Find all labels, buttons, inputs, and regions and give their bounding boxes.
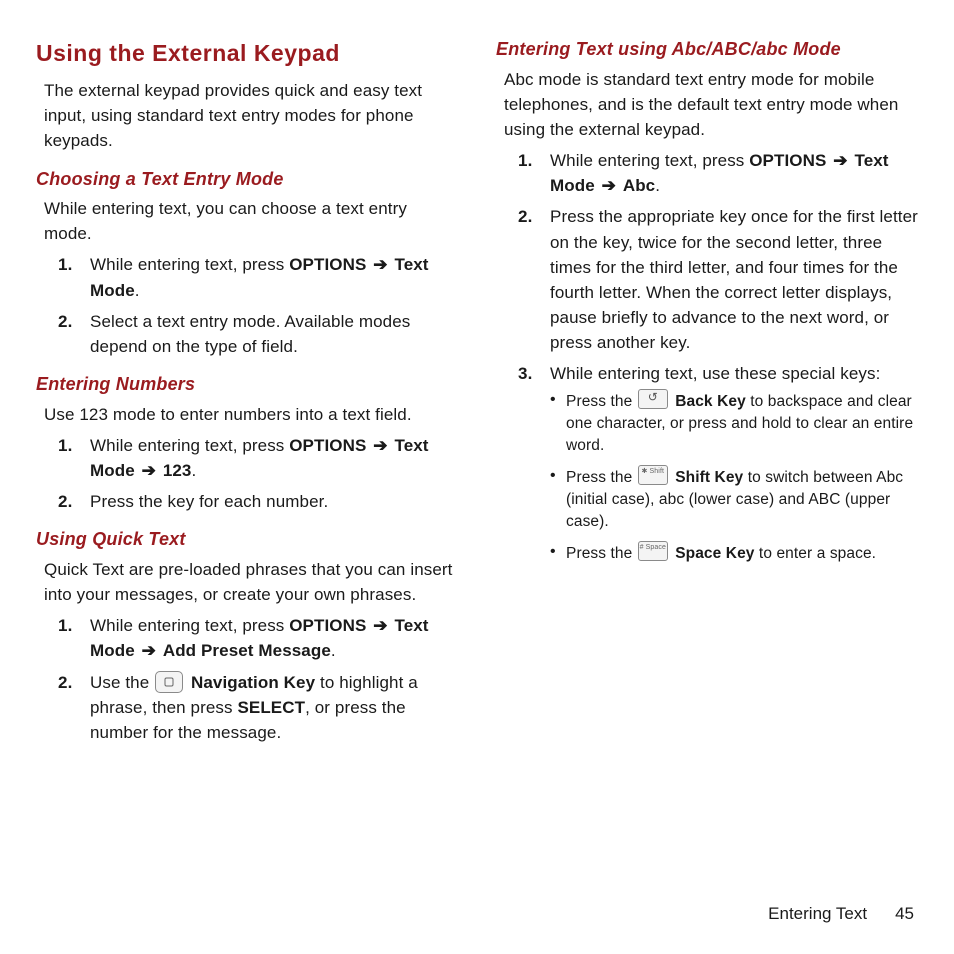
numbers-intro: Use 123 mode to enter numbers into a tex… — [44, 402, 458, 427]
page-footer: Entering Text 45 — [768, 904, 914, 924]
abc-intro: Abc mode is standard text entry mode for… — [504, 67, 918, 142]
subheading-numbers: Entering Numbers — [36, 371, 458, 398]
back-key-icon — [638, 389, 668, 409]
step-text: While entering text, press — [90, 616, 289, 635]
navigation-key-label: Navigation Key — [191, 673, 315, 692]
back-key-label: Back Key — [675, 393, 746, 410]
subheading-choosing: Choosing a Text Entry Mode — [36, 166, 458, 193]
arrow-icon: ➔ — [373, 616, 387, 635]
step-text: While entering text, press — [550, 151, 749, 170]
mode-123-label: 123 — [163, 461, 192, 480]
arrow-icon: ➔ — [142, 461, 156, 480]
footer-page-number: 45 — [895, 904, 914, 923]
arrow-icon: ➔ — [602, 176, 616, 195]
preset-label: Add Preset Message — [163, 641, 331, 660]
list-item: Press the Shift Key to switch between Ab… — [550, 465, 918, 533]
period: . — [331, 641, 336, 660]
list-item: Select a text entry mode. Available mode… — [36, 309, 458, 359]
choosing-intro: While entering text, you can choose a te… — [44, 196, 458, 246]
special-keys-list: Press the Back Key to backspace and clea… — [550, 389, 918, 565]
quicktext-steps: While entering text, press OPTIONS ➔ Tex… — [36, 613, 458, 745]
period: . — [655, 176, 660, 195]
step-text: While entering text, press — [90, 255, 289, 274]
options-label: OPTIONS — [749, 151, 826, 170]
numbers-steps: While entering text, press OPTIONS ➔ Tex… — [36, 433, 458, 514]
bullet-text: to enter a space. — [755, 545, 877, 562]
list-item: While entering text, use these special k… — [496, 361, 918, 564]
subheading-abc: Entering Text using Abc/ABC/abc Mode — [496, 36, 918, 63]
subheading-quicktext: Using Quick Text — [36, 526, 458, 553]
list-item: Press the Back Key to backspace and clea… — [550, 389, 918, 457]
arrow-icon: ➔ — [833, 151, 847, 170]
bullet-text: Press the — [566, 393, 637, 410]
abc-label: Abc — [623, 176, 655, 195]
space-key-icon — [638, 541, 668, 561]
period: . — [191, 461, 196, 480]
right-column: Entering Text using Abc/ABC/abc Mode Abc… — [496, 36, 918, 751]
shift-key-label: Shift Key — [675, 469, 743, 486]
navigation-key-icon — [155, 671, 183, 693]
section-heading: Using the External Keypad — [36, 36, 458, 70]
section-intro: The external keypad provides quick and e… — [44, 78, 458, 153]
list-item: Press the Space Key to enter a space. — [550, 541, 918, 565]
shift-key-icon — [638, 465, 668, 485]
options-label: OPTIONS — [289, 436, 366, 455]
list-item: Press the appropriate key once for the f… — [496, 204, 918, 355]
arrow-icon: ➔ — [373, 436, 387, 455]
quicktext-intro: Quick Text are pre-loaded phrases that y… — [44, 557, 458, 607]
footer-section: Entering Text — [768, 904, 867, 923]
step-text: While entering text, press — [90, 436, 289, 455]
columns: Using the External Keypad The external k… — [0, 0, 954, 751]
choosing-steps: While entering text, press OPTIONS ➔ Tex… — [36, 252, 458, 359]
period: . — [135, 281, 140, 300]
select-label: SELECT — [237, 698, 305, 717]
step-text: Use the — [90, 673, 154, 692]
list-item: While entering text, press OPTIONS ➔ Tex… — [36, 433, 458, 483]
list-item: While entering text, press OPTIONS ➔ Tex… — [496, 148, 918, 198]
abc-steps: While entering text, press OPTIONS ➔ Tex… — [496, 148, 918, 564]
options-label: OPTIONS — [289, 255, 366, 274]
step-text: While entering text, use these special k… — [550, 364, 880, 383]
bullet-text: Press the — [566, 545, 637, 562]
list-item: While entering text, press OPTIONS ➔ Tex… — [36, 252, 458, 302]
options-label: OPTIONS — [289, 616, 366, 635]
page: Using the External Keypad The external k… — [0, 0, 954, 954]
arrow-icon: ➔ — [142, 641, 156, 660]
space-key-label: Space Key — [675, 545, 754, 562]
list-item: Use the Navigation Key to highlight a ph… — [36, 670, 458, 745]
left-column: Using the External Keypad The external k… — [36, 36, 458, 751]
list-item: Press the key for each number. — [36, 489, 458, 514]
list-item: While entering text, press OPTIONS ➔ Tex… — [36, 613, 458, 663]
bullet-text: Press the — [566, 469, 637, 486]
arrow-icon: ➔ — [373, 255, 387, 274]
